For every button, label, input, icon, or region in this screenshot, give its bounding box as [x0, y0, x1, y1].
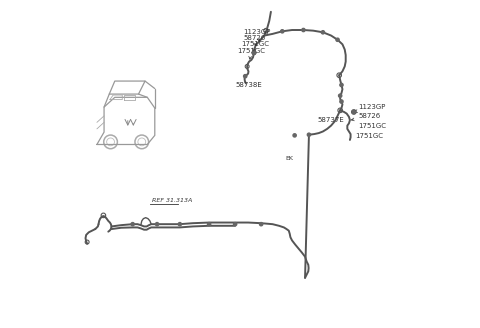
Circle shape	[156, 222, 159, 226]
Circle shape	[336, 38, 339, 41]
Circle shape	[233, 222, 237, 226]
Circle shape	[243, 74, 247, 78]
Circle shape	[340, 83, 343, 87]
Text: 58738E: 58738E	[235, 82, 262, 88]
Circle shape	[281, 30, 284, 33]
Text: 58726: 58726	[243, 35, 265, 46]
Text: 58726: 58726	[351, 113, 381, 121]
Circle shape	[352, 110, 356, 113]
Circle shape	[260, 222, 263, 226]
Circle shape	[178, 222, 181, 226]
Text: 1751GC: 1751GC	[356, 133, 384, 139]
Circle shape	[307, 133, 311, 136]
Text: 58737E: 58737E	[317, 117, 344, 123]
Circle shape	[340, 100, 343, 103]
Text: REF 31.313A: REF 31.313A	[152, 198, 192, 203]
Circle shape	[131, 222, 134, 226]
Text: 1123GP: 1123GP	[243, 29, 271, 41]
Circle shape	[302, 29, 305, 31]
Circle shape	[321, 31, 324, 34]
Circle shape	[338, 94, 342, 97]
Text: EK: EK	[286, 156, 294, 161]
Circle shape	[252, 51, 256, 54]
Text: 1751GC: 1751GC	[359, 123, 387, 129]
Text: 1751GC: 1751GC	[237, 49, 265, 59]
Circle shape	[207, 222, 211, 226]
Text: 1123GP: 1123GP	[355, 104, 385, 113]
Circle shape	[293, 134, 296, 137]
Text: 1751GC: 1751GC	[241, 41, 270, 51]
